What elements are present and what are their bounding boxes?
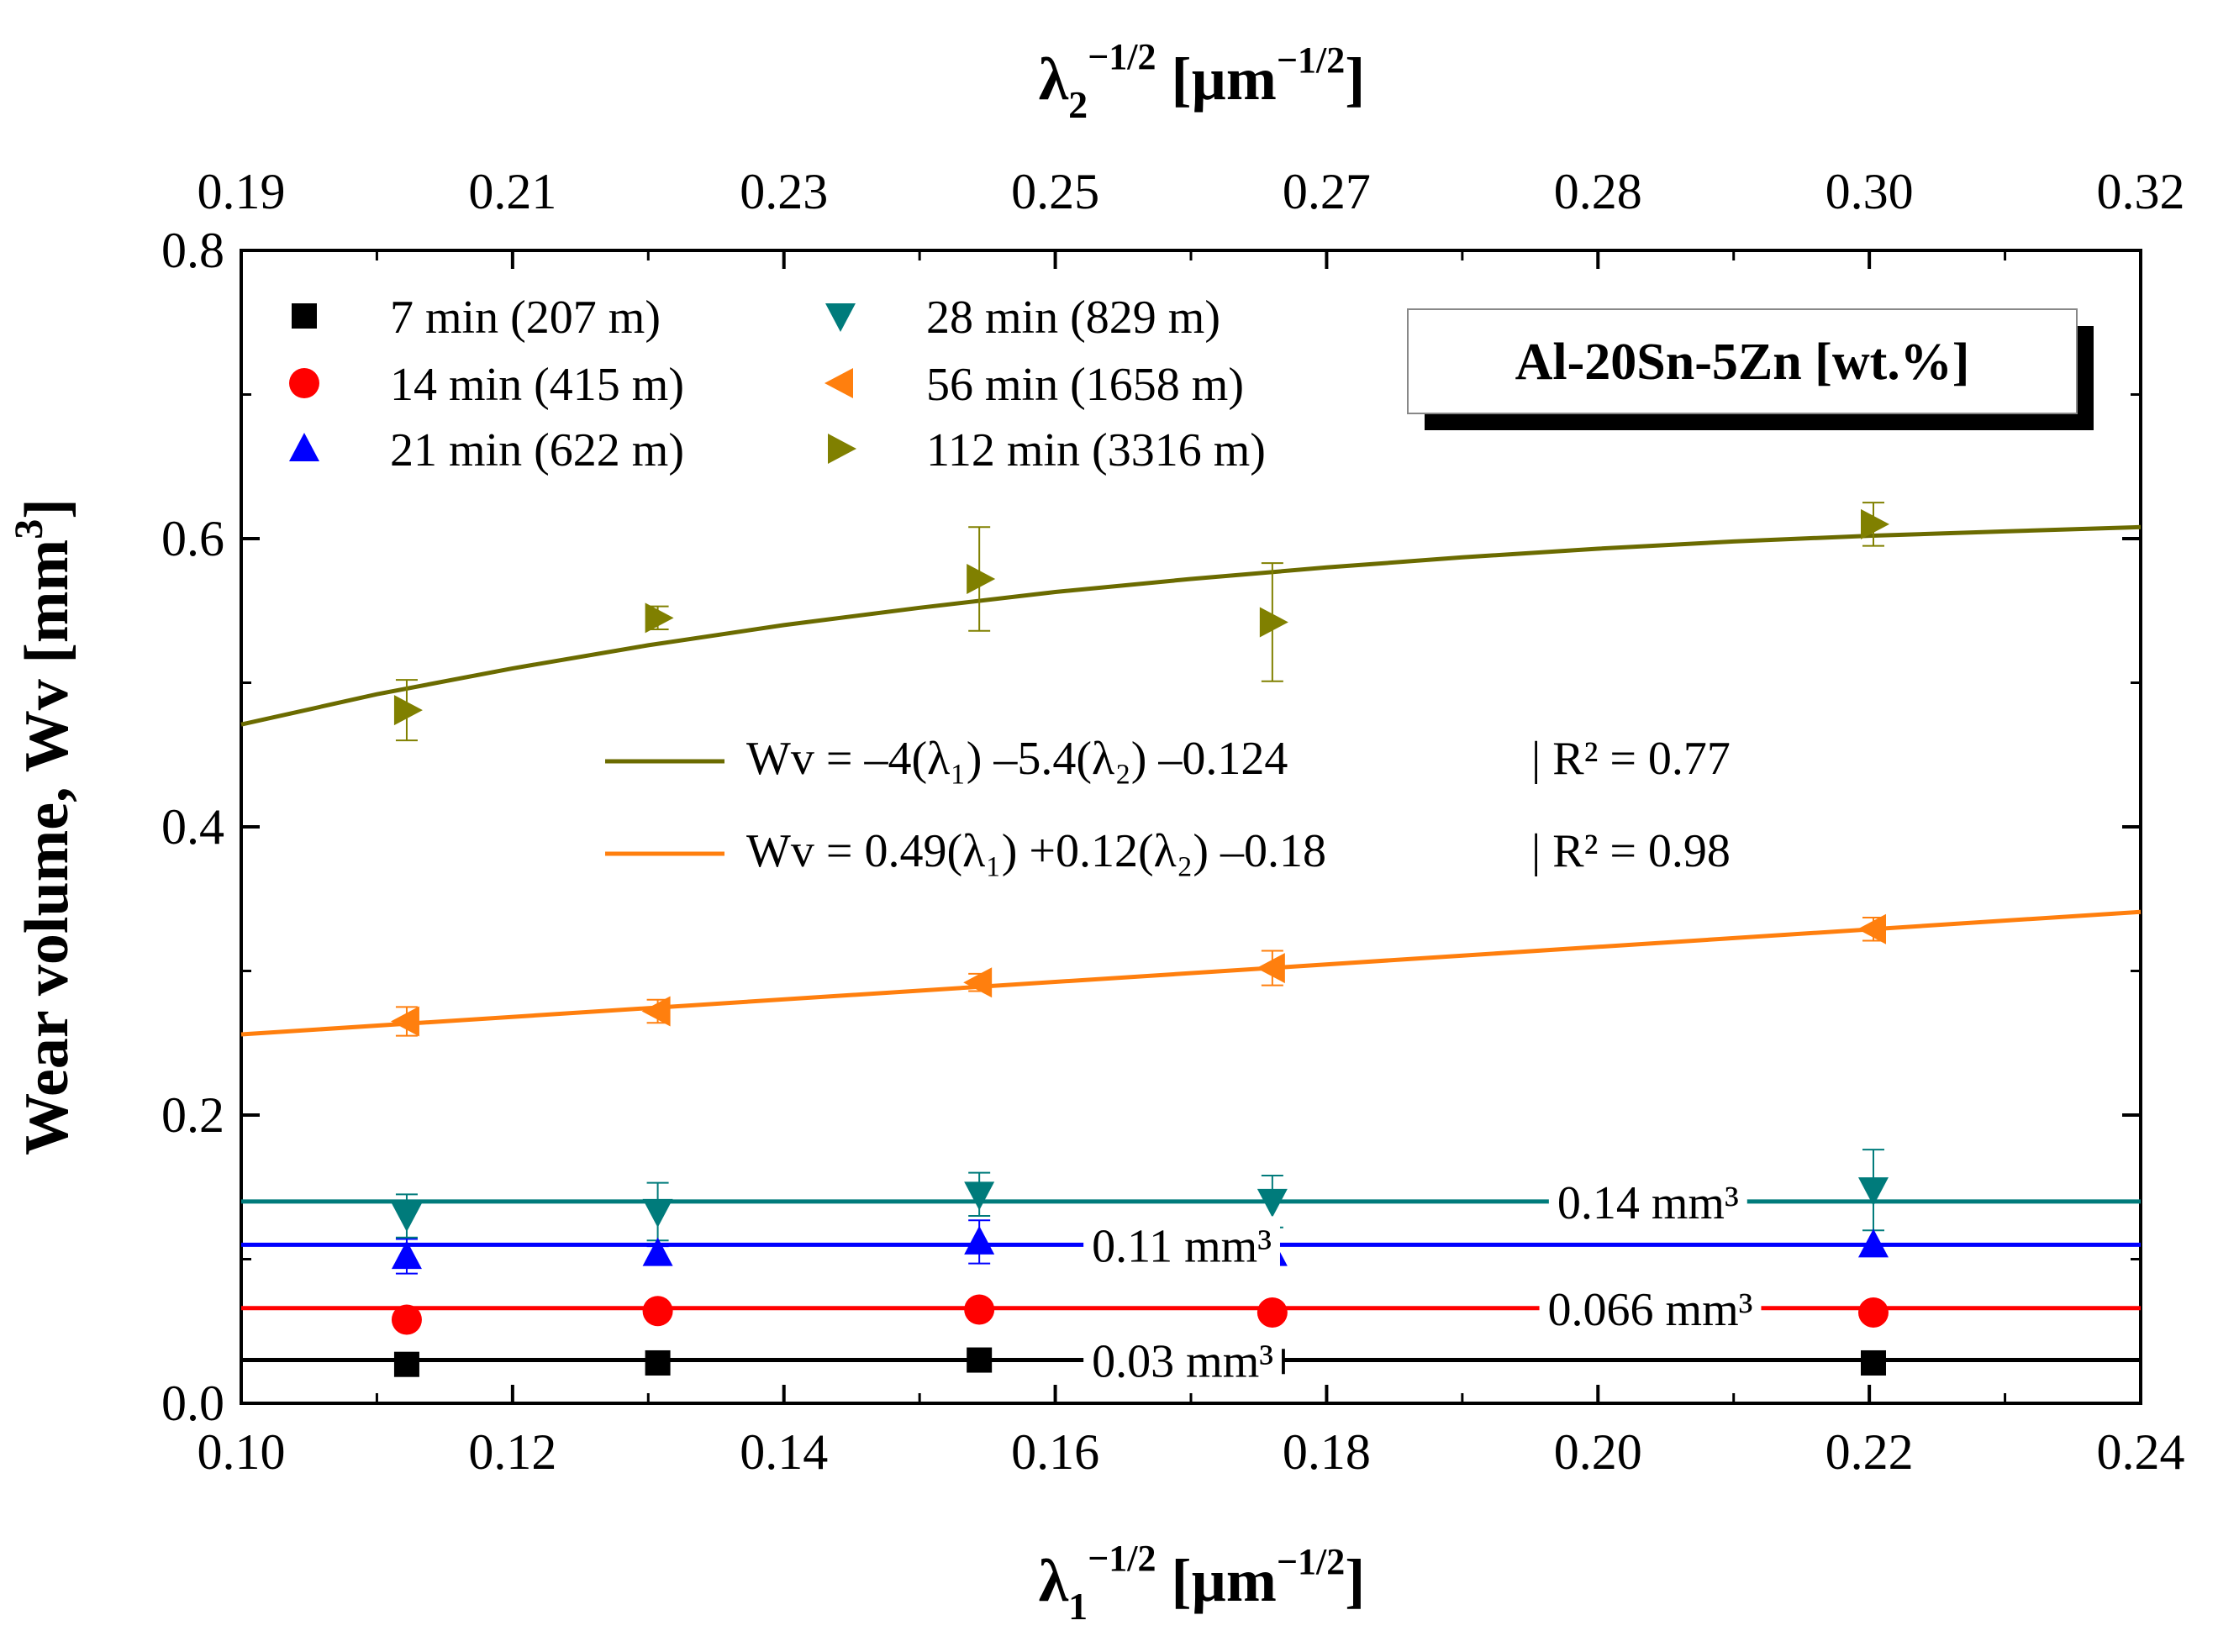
- y-tick-label-1: 0.2: [161, 1087, 224, 1143]
- point-7-min-207-m-1: [645, 1349, 671, 1376]
- legend-marker-112-min-3316-m: [828, 434, 856, 464]
- legend-label-112-min-3316-m: 112 min (3316 m): [926, 424, 1266, 476]
- x-tick-label-4: 0.18: [1283, 1424, 1371, 1480]
- point-21-min-622-m-1: [642, 1237, 673, 1266]
- y-axis-title: Wear volume, Wv [mm3]: [7, 498, 82, 1155]
- y-tick-label-0: 0.0: [161, 1376, 224, 1431]
- point-21-min-622-m-0: [391, 1240, 422, 1270]
- fit-lines: [240, 524, 2142, 1037]
- mean-label-bg-0-14-mm: [1548, 1172, 1747, 1230]
- point-56-min-1658-m-1: [641, 996, 671, 1027]
- x-tick-label-7: 0.24: [2097, 1424, 2185, 1480]
- point-7-min-207-m-2: [967, 1347, 993, 1373]
- point-28-min-829-m-3: [1257, 1188, 1288, 1218]
- point-28-min-829-m-2: [964, 1181, 995, 1211]
- point-56-min-1658-m-4: [1857, 913, 1886, 944]
- x-tick-label-6: 0.22: [1826, 1424, 1914, 1480]
- legend-marker-28-min-829-m: [825, 303, 856, 332]
- point-112-min-3316-m-0: [393, 695, 423, 726]
- alloy-annotation-box: Al-20Sn-5Zn [wt.%]: [1407, 308, 2094, 430]
- fit-eq-1-r2: | R² = 0.77: [1531, 733, 1731, 785]
- y-tick-label-4: 0.8: [161, 223, 224, 278]
- fit-line-56-min-1658-m: [240, 909, 2142, 1037]
- mean-label-0-066-mm: 0.066 mm³: [1548, 1284, 1753, 1336]
- top-tick-label-7: 0.32: [2097, 164, 2185, 219]
- fit-eq-1-text: Wv = –4(λ₁) –5.4(λ₂) –0.124: [746, 733, 1288, 785]
- top-x-axis: 0.19 0.21 0.23 0.25 0.27 0.28 0.30 0.32: [198, 164, 2185, 269]
- point-112-min-3316-m-1: [645, 602, 674, 634]
- point-28-min-829-m-4: [1857, 1177, 1889, 1207]
- top-tick-label-1: 0.21: [468, 164, 556, 219]
- top-tick-label-2: 0.23: [740, 164, 828, 219]
- top-tick-label-0: 0.19: [198, 164, 286, 219]
- legend-marker-7-min-207-m: [292, 303, 317, 329]
- top-tick-label-3: 0.25: [1011, 164, 1099, 219]
- x-tick-label-0: 0.10: [198, 1424, 286, 1480]
- point-56-min-1658-m-2: [963, 967, 993, 998]
- x-top-axis-title: λ2−1/2 [µm−1/2]: [1039, 36, 1365, 126]
- error-bars: [395, 502, 1884, 1275]
- annotation-text: Al-20Sn-5Zn [wt.%]: [1515, 334, 1970, 391]
- legend-label-21-min-622-m: 21 min (622 m): [390, 424, 684, 476]
- top-tick-label-5: 0.28: [1554, 164, 1642, 219]
- point-7-min-207-m-0: [393, 1351, 419, 1377]
- point-28-min-829-m-0: [391, 1203, 422, 1233]
- point-56-min-1658-m-3: [1256, 953, 1285, 984]
- legend-label-28-min-829-m: 28 min (829 m): [926, 292, 1220, 344]
- mean-label-bg-0-03-mm: [1083, 1331, 1283, 1389]
- x-tick-label-1: 0.12: [468, 1424, 556, 1480]
- fit-eq-2-r2: | R² = 0.98: [1531, 825, 1731, 877]
- legend-label-56-min-1658-m: 56 min (1658 m): [926, 359, 1244, 411]
- bottom-x-axis: 0.10 0.12 0.14 0.16 0.18 0.20 0.22 0.24: [198, 1385, 2185, 1480]
- legend-marker-21-min-622-m: [289, 433, 319, 461]
- point-7-min-207-m-4: [1860, 1349, 1886, 1376]
- mean-lines: [241, 1199, 2141, 1363]
- annotation-frame: [1407, 308, 2078, 414]
- legend-label-14-min-415-m: 14 min (415 m): [390, 359, 684, 411]
- data-markers: [390, 508, 1889, 1377]
- y-axis: 0.0 0.2 0.4 0.6 0.8: [161, 223, 2141, 1431]
- top-tick-label-6: 0.30: [1826, 164, 1914, 219]
- point-14-min-415-m-0: [391, 1304, 422, 1335]
- fit-line-112-min-3316-m: [240, 524, 2142, 727]
- point-14-min-415-m-4: [1857, 1297, 1889, 1328]
- top-tick-label-4: 0.27: [1283, 164, 1371, 219]
- mean-label-0-14-mm: 0.14 mm³: [1557, 1177, 1739, 1229]
- mean-label-0-11-mm: 0.11 mm³: [1092, 1220, 1272, 1272]
- point-28-min-829-m-1: [642, 1198, 673, 1228]
- x-tick-label-3: 0.16: [1011, 1424, 1099, 1480]
- legend-label-7-min-207-m: 7 min (207 m): [390, 292, 661, 344]
- point-14-min-415-m-1: [642, 1296, 673, 1327]
- point-112-min-3316-m-2: [967, 564, 996, 595]
- y-tick-label-2: 0.4: [161, 799, 224, 855]
- point-112-min-3316-m-4: [1860, 508, 1889, 539]
- mean-label-bg-0-11-mm: [1083, 1216, 1280, 1274]
- mean-line-labels: 0.14 mm³ 0.11 mm³ 0.066 mm³ 0.03 mm³: [1083, 1172, 1762, 1389]
- x-tick-label-2: 0.14: [740, 1424, 828, 1480]
- fit-eq-2-text: Wv = 0.49(λ₁) +0.12(λ₂) –0.18: [746, 825, 1326, 877]
- x-axis-title: λ1−1/2 [µm−1/2]: [1039, 1538, 1365, 1628]
- mean-label-0-03-mm: 0.03 mm³: [1092, 1336, 1273, 1388]
- legend-marker-56-min-1658-m: [825, 368, 853, 398]
- point-21-min-622-m-2: [964, 1225, 995, 1255]
- point-21-min-622-m-4: [1857, 1228, 1889, 1258]
- y-tick-label-3: 0.6: [161, 511, 224, 566]
- point-14-min-415-m-3: [1257, 1297, 1288, 1328]
- legend-marker-14-min-415-m: [289, 368, 319, 398]
- series-legend: 7 min (207 m) 14 min (415 m) 21 min (622 m…: [289, 292, 1266, 476]
- mean-label-bg-0-066-mm: [1539, 1279, 1762, 1337]
- x-tick-label-5: 0.20: [1554, 1424, 1642, 1480]
- fit-equation-legend: Wv = –4(λ₁) –5.4(λ₂) –0.124 | R² = 0.77 …: [605, 733, 1731, 877]
- point-56-min-1658-m-0: [390, 1006, 419, 1037]
- point-14-min-415-m-2: [964, 1294, 995, 1325]
- point-112-min-3316-m-3: [1259, 607, 1288, 638]
